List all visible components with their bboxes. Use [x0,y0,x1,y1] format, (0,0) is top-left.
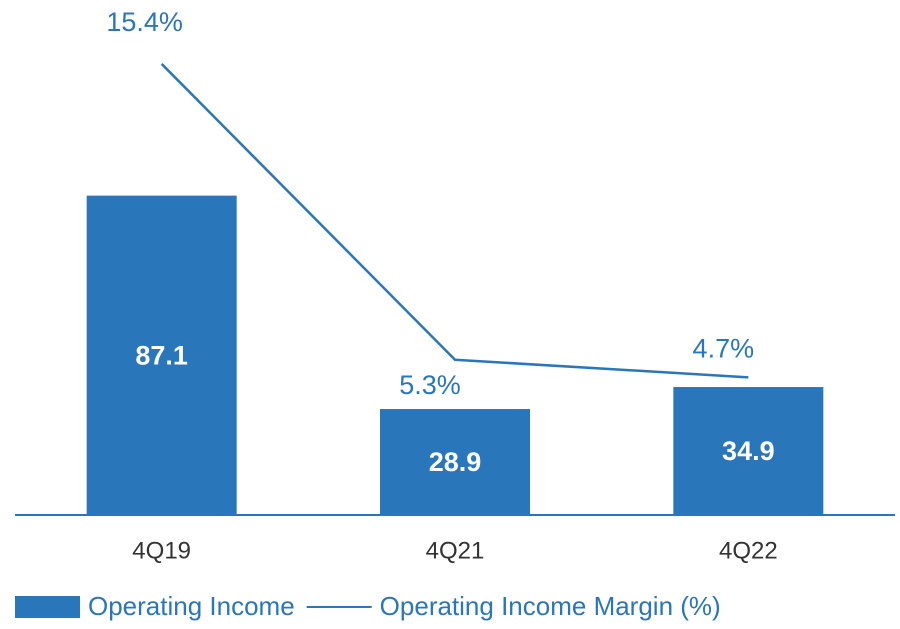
x-tick-label: 4Q19 [132,537,191,564]
bar [380,409,530,515]
legend-label: Operating Income Margin (%) [380,591,721,621]
bar [86,195,237,515]
line-value-label: 5.3% [399,370,461,400]
bar-value-label: 87.1 [135,340,188,370]
bar-value-label: 34.9 [722,436,775,466]
x-tick-label: 4Q21 [426,537,485,564]
legend-label: Operating Income [88,591,295,621]
bar [673,387,824,515]
x-tick-label: 4Q22 [719,537,778,564]
line-value-label: 15.4% [106,7,183,37]
line [160,63,749,379]
bar-value-label: 28.9 [429,447,482,477]
line-value-label: 4.7% [693,333,755,363]
legend-swatch [15,596,80,618]
